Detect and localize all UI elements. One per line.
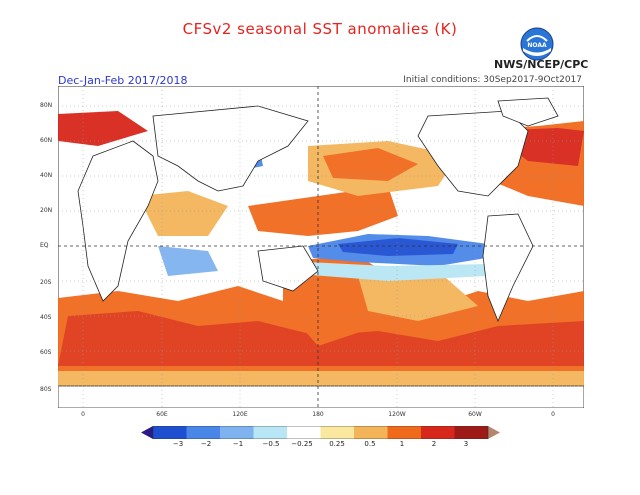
lon-label-180: 180 <box>312 411 324 418</box>
colorbar-swatch-8 <box>387 426 421 439</box>
colorbar-label-2: 2 <box>431 440 437 448</box>
colorbar-label-3: 3 <box>463 440 469 448</box>
equatorial-cold-core <box>338 238 458 256</box>
lon-label-60w: 60W <box>468 411 482 418</box>
colorbar-swatch-10 <box>454 426 488 439</box>
north-pacific-warm-core <box>323 148 418 181</box>
season-label: Dec-Jan-Feb 2017/2018 <box>58 74 188 87</box>
lat-label-80s: 80S <box>40 386 52 393</box>
colorbar-swatch-1 <box>153 426 187 439</box>
graticule <box>58 86 584 408</box>
colorbar-label-05: 0.5 <box>364 440 376 448</box>
asia <box>152 105 309 192</box>
anomaly-field <box>58 111 584 386</box>
colorbar-low-cap <box>141 426 153 439</box>
lat-label-60n: 60N <box>40 137 53 144</box>
australia <box>257 245 319 292</box>
south-america <box>482 213 534 323</box>
colorbar-label-m1: −1 <box>232 440 244 448</box>
lon-label-0-right: 0 <box>551 411 555 418</box>
lat-label-20n: 20N <box>40 207 53 214</box>
southern-ocean-light <box>58 371 584 386</box>
africa-europe <box>77 140 159 302</box>
colorbar <box>141 426 500 439</box>
colorbar-label-m05: −0.5 <box>262 440 280 448</box>
greenland <box>497 97 559 127</box>
colorbar-label-m025: −0.25 <box>291 440 313 448</box>
colorbar-swatch-4 <box>253 426 287 439</box>
lat-label-80n: 80N <box>40 102 53 109</box>
lon-label-60e: 60E <box>156 411 168 418</box>
noaa-logo-text: NOAA <box>527 42 547 49</box>
lon-label-0: 0 <box>81 411 85 418</box>
lat-label-60s: 60S <box>40 349 52 356</box>
south-pacific-warm-2 <box>358 271 478 321</box>
colorbar-swatch-3 <box>220 426 254 439</box>
lat-label-40s: 40S <box>40 314 52 321</box>
colorbar-label-025: 0.25 <box>329 440 345 448</box>
colorbar-swatch-6 <box>320 426 354 439</box>
initial-conditions-label: Initial conditions: 30Sep2017-9Oct2017 <box>403 75 582 85</box>
colorbar-label-m2: −2 <box>200 440 212 448</box>
colorbar-label-1: 1 <box>399 440 405 448</box>
arctic-atlantic-warm <box>58 111 148 146</box>
colorbar-high-cap <box>488 426 500 439</box>
sst-anomaly-map <box>58 86 584 408</box>
indian-ocean-cold <box>158 246 218 276</box>
agency-label: NWS/NCEP/CPC <box>494 58 589 71</box>
continents <box>58 97 584 408</box>
indian-ocean-warm <box>138 191 228 236</box>
colorbar-swatch-9 <box>421 426 455 439</box>
lon-label-120w: 120W <box>388 411 406 418</box>
colorbar-swatch-2 <box>186 426 220 439</box>
chart-title: CFSv2 seasonal SST anomalies (K) <box>182 20 458 38</box>
colorbar-swatch-5 <box>287 426 321 439</box>
lon-label-120e: 120E <box>232 411 248 418</box>
antarctica <box>58 385 584 408</box>
lat-label-40n: 40N <box>40 172 53 179</box>
noaa-logo: NOAA <box>520 27 554 61</box>
colorbar-label-m3: −3 <box>172 440 184 448</box>
lat-label-20s: 20S <box>40 279 52 286</box>
lat-label-eq: EQ <box>40 242 49 249</box>
colorbar-swatch-7 <box>354 426 388 439</box>
equatorial-cold-edge <box>288 261 488 281</box>
